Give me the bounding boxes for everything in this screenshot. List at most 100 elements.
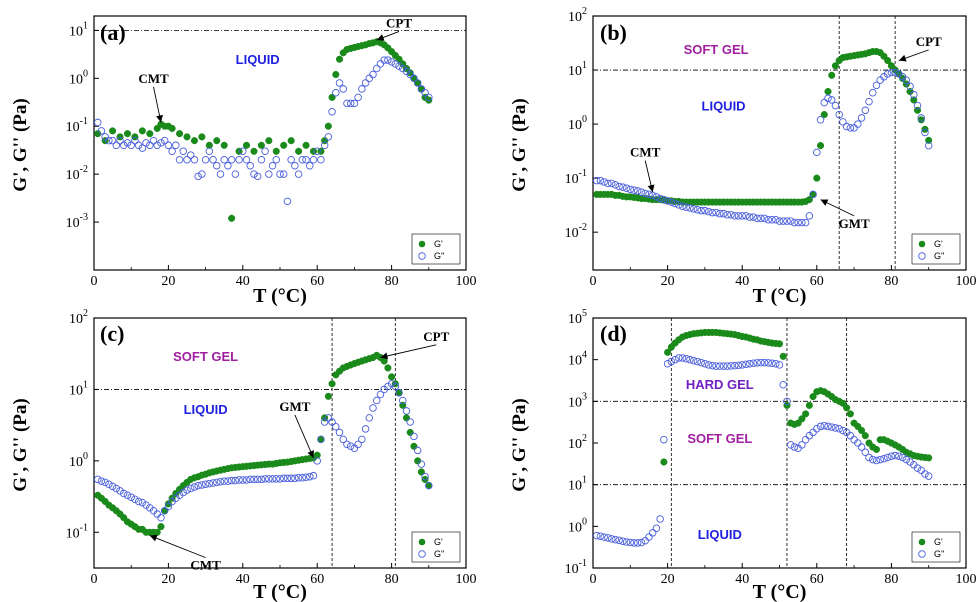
panel-letter: (a) [100, 20, 126, 45]
data-point-g-double-prime [865, 453, 873, 462]
data-point-g-double-prime [742, 212, 750, 220]
data-point-g-double-prime [652, 524, 661, 532]
annotation-arrowhead [307, 450, 314, 458]
data-point-g-double-prime [645, 533, 653, 541]
data-point-g-prime [157, 523, 165, 531]
data-point-g-double-prime [257, 475, 266, 484]
data-point-g-double-prime [253, 475, 262, 484]
data-point-g-double-prime [134, 497, 143, 506]
data-point-g-double-prime [734, 212, 743, 220]
data-point-g-double-prime [902, 76, 911, 84]
annotation-arrowhead [647, 184, 655, 193]
data-point-g-double-prime [164, 502, 173, 511]
data-point-g-prime [783, 401, 791, 409]
data-point-g-double-prime [120, 141, 128, 150]
data-point-g-double-prime [146, 141, 154, 150]
y-tick-label: 101 [568, 60, 587, 79]
region-label: LIQUID [702, 98, 746, 113]
data-point-g-double-prime [600, 533, 608, 541]
data-point-g-double-prime [891, 451, 899, 460]
data-point-g-double-prime [387, 58, 396, 66]
x-tick-label: 0 [590, 274, 597, 289]
data-point-g-double-prime [917, 114, 925, 122]
data-point-g-double-prime [753, 359, 761, 367]
data-point-g-double-prime [164, 141, 173, 150]
legend-marker-g-prime [918, 538, 926, 546]
data-point-g-double-prime [387, 380, 396, 388]
data-point-g-double-prime [719, 209, 728, 218]
y-tick-label: 102 [568, 433, 587, 452]
data-point-g-double-prime [712, 362, 720, 370]
data-point-g-double-prime [313, 457, 321, 465]
data-point-g-double-prime [372, 396, 381, 405]
x-tick-label: 40 [735, 572, 749, 587]
data-point-g-prime [802, 410, 810, 418]
y-axis-label: G', G'' (Pa) [509, 98, 530, 191]
y-axis-label: G', G'' (Pa) [509, 398, 530, 491]
data-point-g-prime [410, 442, 418, 450]
data-point-g-prime [910, 96, 918, 104]
data-point-g-double-prime [768, 359, 776, 368]
data-point-g-double-prime [783, 397, 791, 406]
annotation-label: CPT [916, 34, 942, 49]
data-point-g-double-prime [622, 184, 631, 192]
data-point-g-double-prime [913, 464, 922, 472]
data-point-g-prime [861, 432, 869, 440]
data-point-g-double-prime [730, 361, 739, 370]
data-point-g-double-prime [179, 488, 188, 497]
data-point-g-double-prime [369, 404, 377, 412]
annotation-label: CMT [190, 558, 221, 573]
data-point-g-double-prime [224, 161, 232, 170]
data-point-g-double-prime [346, 99, 355, 108]
data-point-g-double-prime [93, 475, 102, 484]
data-point-g-double-prime [619, 183, 627, 191]
data-point-g-double-prime [835, 424, 843, 433]
data-point-g-double-prime [317, 155, 325, 164]
data-point-g-double-prime [239, 147, 247, 156]
y-tick-label: 10-1 [565, 168, 587, 187]
data-point-g-double-prime [406, 70, 414, 79]
data-point-g-double-prime [346, 442, 355, 451]
data-point-g-double-prime [697, 358, 705, 367]
data-point-g-double-prime [361, 425, 370, 433]
data-point-g-double-prime [172, 141, 180, 150]
data-point-g-double-prime [641, 189, 649, 198]
data-point-g-double-prime [701, 206, 709, 215]
data-point-g-double-prime [872, 81, 881, 90]
data-point-g-double-prime [246, 475, 254, 484]
data-point-g-prime [242, 141, 251, 149]
data-point-g-double-prime [272, 155, 281, 164]
data-point-g-double-prime [127, 493, 135, 501]
data-point-g-double-prime [108, 136, 117, 145]
data-point-g-double-prime [745, 359, 754, 368]
data-point-g-double-prime [831, 101, 840, 110]
data-point-g-prime [831, 62, 840, 70]
data-point-g-double-prime [727, 211, 735, 219]
data-point-g-prime [176, 130, 184, 138]
data-point-g-double-prime [786, 441, 795, 449]
data-point-g-double-prime [678, 202, 687, 211]
data-point-g-double-prime [801, 435, 810, 444]
data-point-g-double-prime [391, 382, 400, 391]
legend-marker-g-prime [418, 240, 426, 248]
data-point-g-prime [94, 130, 102, 138]
data-point-g-double-prime [183, 486, 191, 494]
data-point-g-double-prime [343, 99, 351, 108]
data-point-g-double-prime [857, 443, 866, 451]
data-point-g-double-prime [127, 141, 135, 150]
data-point-g-double-prime [880, 454, 888, 463]
x-tick-label: 80 [385, 274, 399, 289]
data-point-g-double-prime [216, 170, 225, 178]
y-axis-label: G', G'' (Pa) [10, 398, 31, 491]
data-point-g-double-prime [723, 362, 732, 370]
data-point-g-double-prime [809, 190, 817, 199]
data-point-g-prime [805, 401, 813, 409]
data-point-g-prime [872, 445, 881, 454]
data-point-g-double-prime [671, 355, 679, 364]
x-tick-label: 100 [456, 274, 477, 289]
data-point-g-double-prime [276, 475, 284, 483]
data-point-g-prime [280, 141, 288, 149]
data-point-g-double-prime [622, 538, 631, 546]
x-axis-label: T (°C) [253, 285, 307, 307]
data-point-g-double-prime [596, 532, 605, 540]
